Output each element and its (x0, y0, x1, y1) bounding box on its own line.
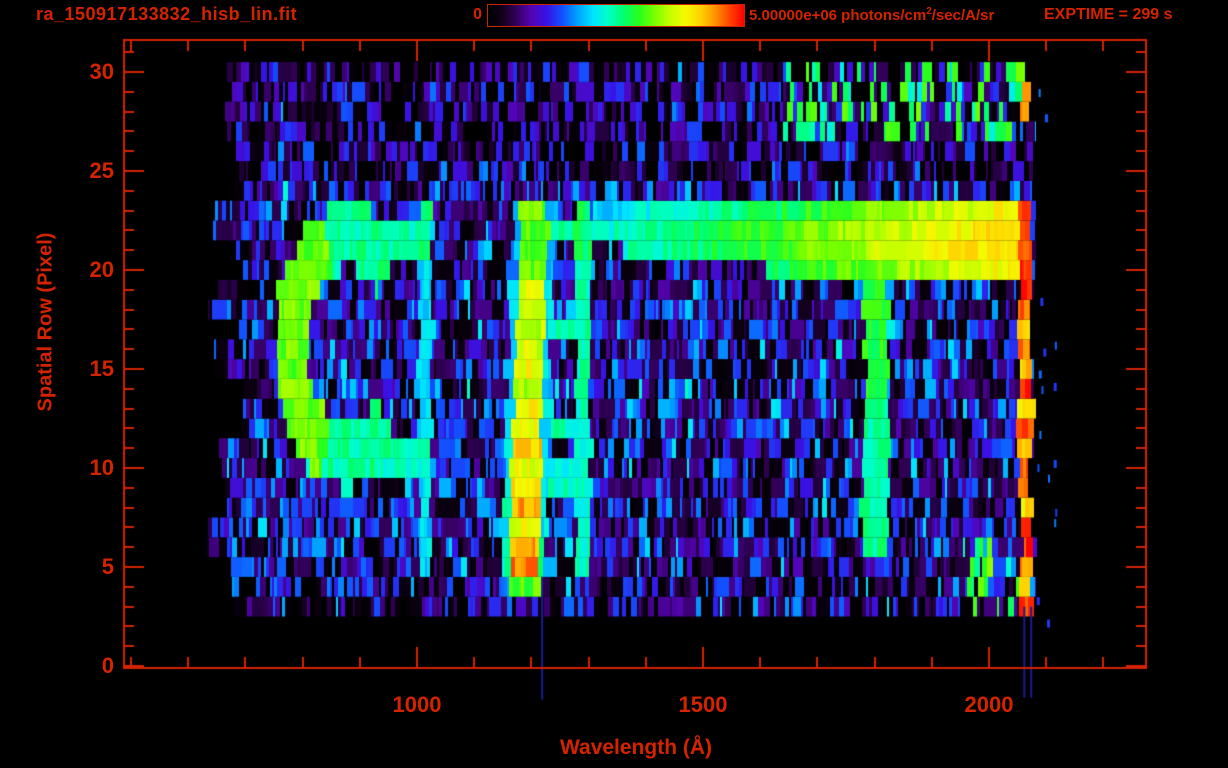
colorbar-gradient (487, 4, 745, 27)
y-tick-label: 5 (101, 554, 114, 579)
y-tick-label: 20 (89, 257, 114, 282)
file-title: ra_150917133832_hisb_lin.fit (36, 4, 298, 24)
y-tick-label: 15 (89, 356, 114, 381)
y-tick-label: 0 (101, 653, 114, 678)
x-tick-label: 1000 (392, 692, 442, 717)
colorbar-units-suffix: /sec/A/sr (931, 7, 995, 24)
colorbar-units-superscript: 2 (926, 6, 932, 17)
colorbar-max-label: 5.00000e+06 photons/cm2/sec/A/sr (749, 6, 994, 24)
x-tick-label: 1500 (678, 692, 728, 717)
x-axis-title: Wavelength (Å) (559, 736, 713, 759)
y-tick-label: 30 (89, 59, 114, 84)
y-tick-label: 10 (89, 455, 114, 480)
colorbar-min-label: 0 (473, 6, 482, 23)
exptime-label: EXPTIME = 299 s (1044, 6, 1173, 23)
y-axis-title: Spatial Row (Pixel) (34, 232, 57, 412)
y-tick-label: 25 (89, 158, 114, 183)
colorbar-units-prefix: photons/cm (837, 7, 927, 24)
colorbar-max-value: 5.00000e+06 (749, 7, 838, 24)
x-tick-label: 2000 (964, 692, 1014, 717)
